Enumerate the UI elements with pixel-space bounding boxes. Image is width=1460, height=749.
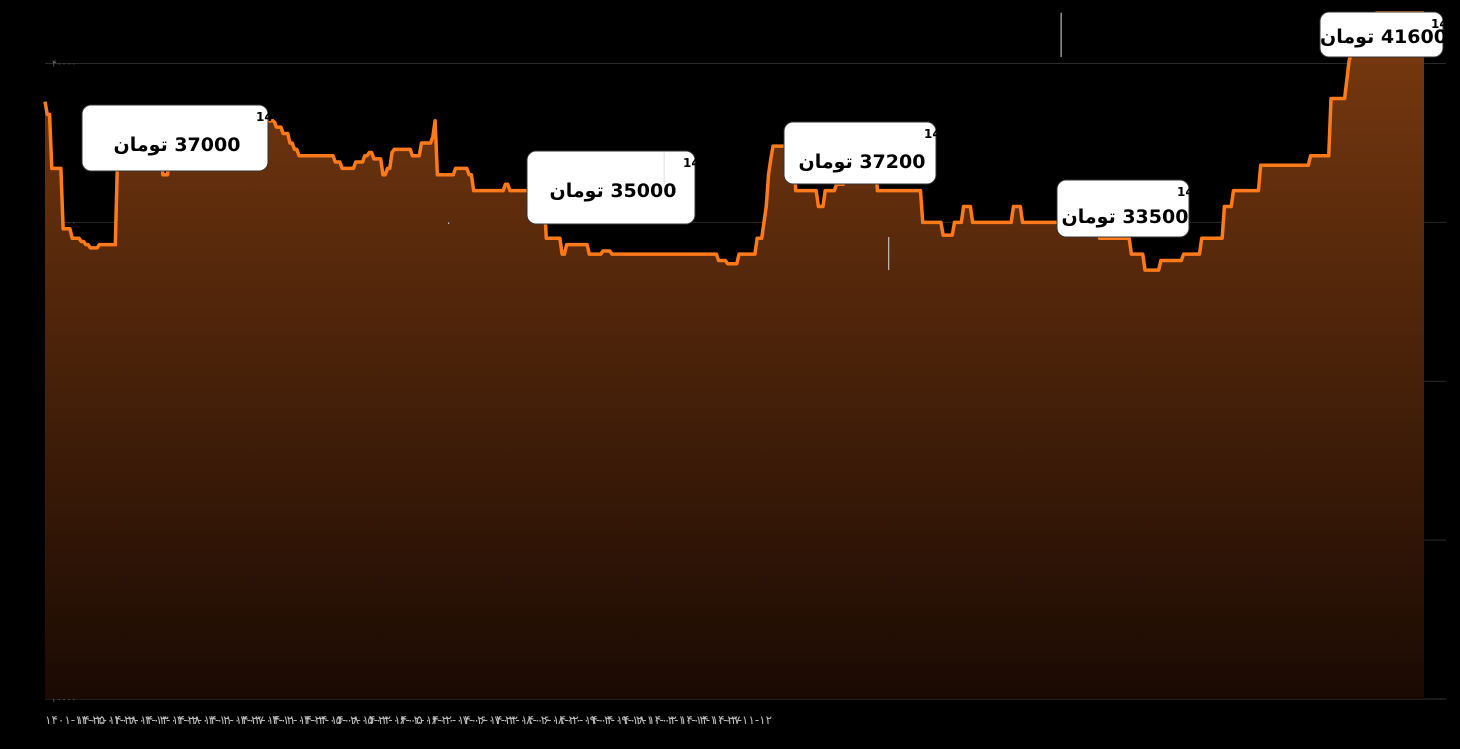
callout-price-4: 41600 تومان (1320, 26, 1447, 48)
x-tick-label-9: ۱۴۰۲-۰۵-۲۲ (331, 713, 391, 727)
callout-price-0: 37000 تومان (114, 134, 241, 156)
callout-month-2: مهر 1402 (924, 127, 984, 141)
callout-box-4 (1319, 11, 1444, 58)
x-tick-label-14: ۱۴۰۲-۰۸-۰۶ (490, 713, 550, 727)
callout-month-4: بهمن 1402 (1431, 17, 1460, 31)
x-tick-label-21: ۱۴۰۲-۱۱-۱۲ (712, 713, 772, 727)
callout-month-0: اردیبهشت 1402 (256, 110, 353, 124)
x-tick-label-7: ۱۴۰۲-۰۴-۲۴ (267, 713, 327, 727)
price-area (43, 10, 1424, 699)
y-tick-label-4: ۴۰۰۰۰ (52, 60, 76, 70)
callout-box-3 (1056, 179, 1190, 238)
x-tick-label-17: ۱۴۰۲-۰۹-۱۸ (585, 713, 646, 727)
x-tick-label-4: ۱۴۰۲-۰۳-۱۱ (172, 713, 232, 727)
x-tick-label-20: ۱۴۰۲-۱۰-۲۷ (680, 713, 741, 727)
callout-price-1: 35000 تومان (550, 180, 677, 202)
callout-4: بهمن 140241600 تومان (1060, 11, 1460, 58)
x-tick-label-13: ۱۴۰۲-۰۷-۲۲ (458, 713, 518, 727)
x-axis-ticks: ۱۴۰۱-۱۲-۲۵۱۴۰۲-۰۱-۲۸۱۴۰۲-۰۲-۱۳۱۴۰۲-۰۲-۲۸… (45, 713, 772, 727)
x-tick-label-18: ۱۴۰۲-۱۰-۰۲ (617, 713, 677, 727)
callout-0: اردیبهشت 1402 37000 تومان (81, 104, 353, 172)
x-tick-label-6: ۱۴۰۲-۰۴-۱۱ (236, 713, 296, 727)
price-line (43, 10, 1424, 272)
x-tick-label-5: ۱۴۰۲-۰۳-۲۷ (204, 713, 265, 727)
y-tick-label-0: ۲۰۰۰۰ (52, 695, 76, 705)
area-fill (45, 12, 1424, 699)
x-tick-label-3: ۱۴۰۲-۰۲-۲۸ (140, 713, 201, 727)
x-tick-label-8: ۱۴۰۲-۰۵-۰۸ (299, 713, 360, 727)
x-tick-label-0: ۱۴۰۱-۱۲-۲۵ (45, 713, 105, 727)
x-tick-label-2: ۱۴۰۲-۰۲-۱۳ (109, 713, 170, 727)
callout-box-0 (81, 104, 269, 172)
price-callouts: اردیبهشت 1402 37000 تومان مرداد 1402 35000 … (81, 11, 1460, 271)
x-tick-label-15: ۱۴۰۲-۰۸-۲۰ (521, 713, 581, 727)
callout-2: مهر 1402 37200 تومان (663, 121, 984, 185)
callout-3: آذر 1402 33500 تومان (888, 179, 1233, 271)
callout-month-3: آذر 1402 (1177, 184, 1233, 199)
x-tick-label-19: ۱۴۰۲-۱۰-۱۴ (648, 713, 708, 727)
x-tick-label-11: ۱۴۰۲-۰۶-۲۰ (394, 713, 454, 727)
callout-1: مرداد 1402 35000 تومان (448, 150, 752, 225)
callout-price-2: 37200 تومان (799, 151, 926, 173)
callout-box-2 (783, 121, 937, 185)
x-tick-label-1: ۱۴۰۲-۰۱-۲۸ (77, 713, 138, 727)
callout-price-3: 33500 تومان (1062, 206, 1189, 228)
callout-box-1 (526, 150, 696, 225)
x-tick-label-10: ۱۴۰۲-۰۶-۰۵ (363, 713, 423, 727)
x-tick-label-12: ۱۴۰۲-۰۷-۰۶ (426, 713, 486, 727)
x-tick-label-16: ۱۴۰۲-۰۹-۰۴ (553, 713, 613, 727)
callout-month-1: مرداد 1402 (683, 156, 752, 170)
